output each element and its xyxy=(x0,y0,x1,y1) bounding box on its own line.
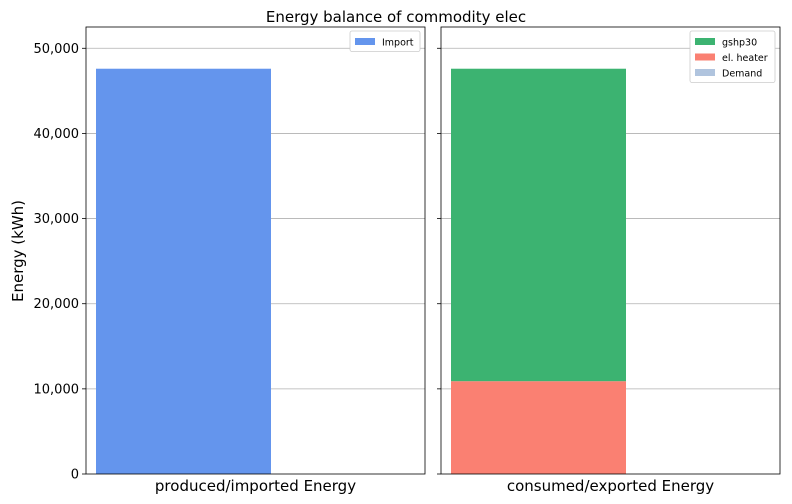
legend-label: gshp30 xyxy=(722,38,757,49)
chart-title: Energy balance of commodity elec xyxy=(266,8,526,26)
legend-swatch xyxy=(355,38,375,45)
bar-segment-import xyxy=(96,68,271,474)
x-axis-label: consumed/exported Energy xyxy=(507,477,714,495)
chart-panels: 0 10,000 20,000 30,000 40,000 50,000 produced/… xyxy=(34,26,781,495)
y-tick-label: 50,000 xyxy=(34,42,80,57)
y-tick-label: 40,000 xyxy=(34,127,80,142)
legend-swatch xyxy=(695,69,715,76)
panel-2: consumed/exported Energy gshp30 el. heater… xyxy=(437,26,781,495)
bar-segment-gshp30 xyxy=(451,68,626,382)
legend: gshp30 el. heater Demand xyxy=(689,30,776,83)
panel-frame xyxy=(440,26,781,475)
panel-1: 0 10,000 20,000 30,000 40,000 50,000 produced/… xyxy=(34,26,426,495)
legend-swatch xyxy=(695,53,715,61)
y-tick-label: 0 xyxy=(71,468,79,483)
x-axis-label: produced/imported Energy xyxy=(155,477,356,495)
legend: Import xyxy=(349,30,421,52)
y-tick-label: 20,000 xyxy=(34,297,80,312)
panel-frame xyxy=(85,26,426,475)
legend-swatch xyxy=(695,38,715,45)
y-tick-label: 30,000 xyxy=(34,212,80,227)
y-tick-label: 10,000 xyxy=(34,382,80,397)
legend-label: Demand xyxy=(722,69,762,80)
legend-label: el. heater xyxy=(722,53,768,64)
bar-segment-el-heater xyxy=(451,381,626,474)
y-axis-label: Energy (kWh) xyxy=(9,200,27,302)
legend-box xyxy=(349,30,421,52)
legend-label: Import xyxy=(382,38,414,49)
